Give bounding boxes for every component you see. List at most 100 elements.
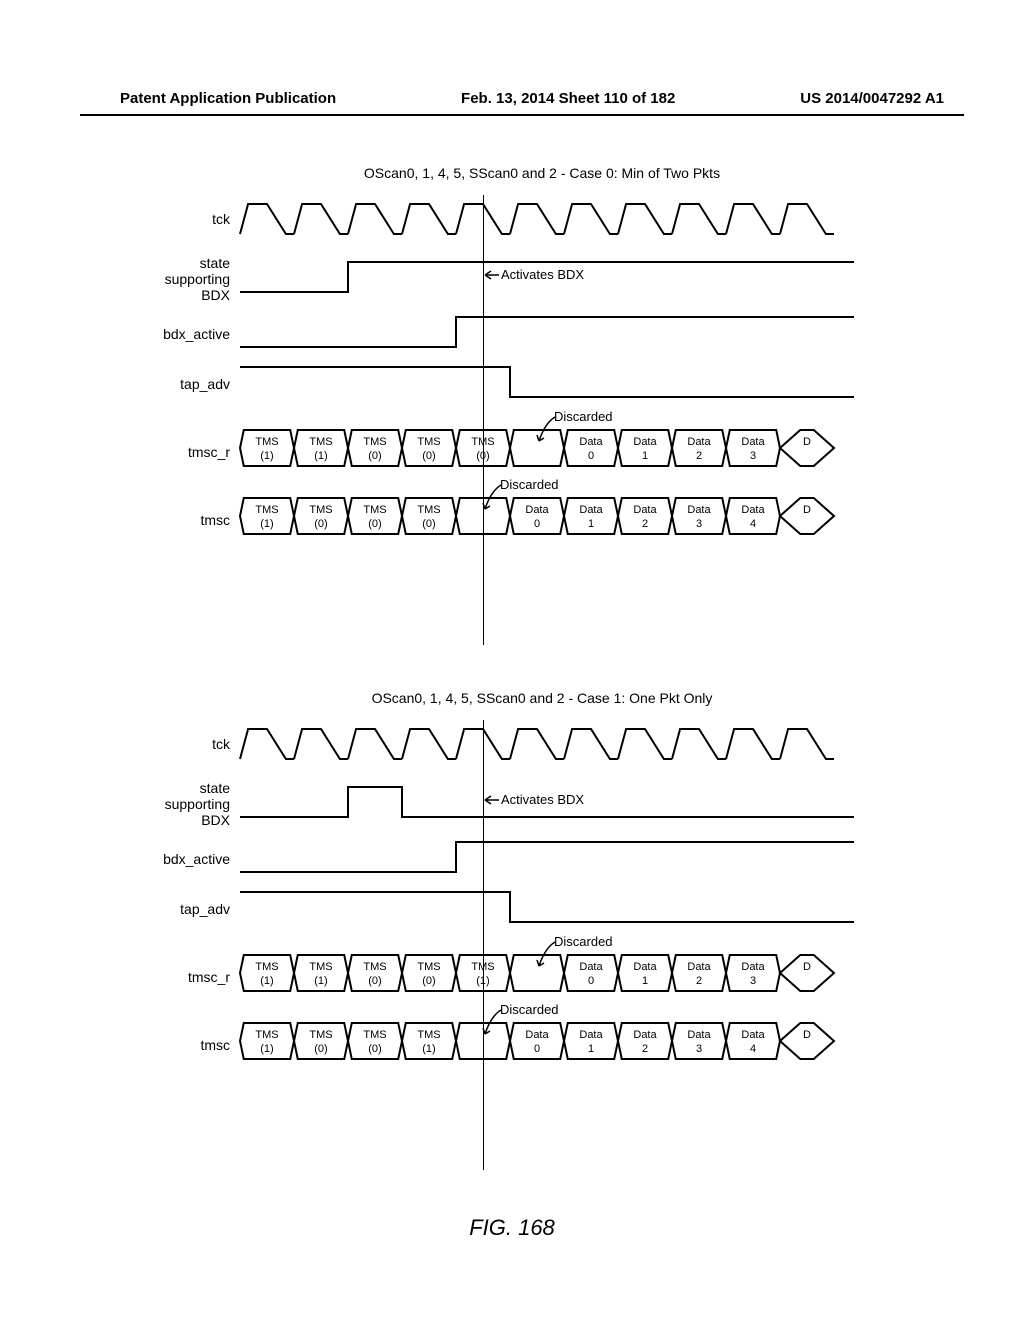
svg-text:Data: Data (633, 504, 657, 516)
svg-text:TMS: TMS (255, 436, 278, 448)
signal-label: tmsc_r (140, 969, 240, 985)
svg-text:Data: Data (687, 1029, 711, 1041)
signal-label: tap_adv (140, 376, 240, 392)
svg-text:(0): (0) (476, 450, 489, 462)
svg-text:(0): (0) (368, 518, 381, 530)
svg-text:TMS: TMS (255, 961, 278, 973)
svg-text:TMS: TMS (309, 1029, 332, 1041)
bdx-wave (240, 312, 854, 357)
svg-text:2: 2 (696, 975, 702, 987)
svg-text:(0): (0) (314, 1043, 327, 1055)
svg-text:Data: Data (633, 436, 657, 448)
svg-text:D: D (803, 1029, 811, 1041)
svg-text:1: 1 (588, 518, 594, 530)
svg-text:TMS: TMS (255, 504, 278, 516)
svg-text:TMS: TMS (363, 504, 386, 516)
packet-row: TMS(1)TMS(1)TMS(0)TMS(0)TMS(0)Data0Data1… (240, 428, 840, 470)
clock-wave (240, 724, 840, 764)
header-divider (80, 114, 964, 116)
svg-text:0: 0 (588, 975, 594, 987)
svg-text:TMS: TMS (309, 436, 332, 448)
svg-text:1: 1 (642, 450, 648, 462)
tapadv-wave (240, 887, 854, 932)
svg-text:Data: Data (579, 504, 603, 516)
header-mid: Feb. 13, 2014 Sheet 110 of 182 (461, 90, 675, 107)
svg-text:TMS: TMS (255, 1029, 278, 1041)
svg-text:(1): (1) (260, 450, 273, 462)
signal-label: state supporting BDX (140, 255, 240, 303)
svg-text:TMS: TMS (417, 436, 440, 448)
svg-text:(0): (0) (422, 518, 435, 530)
packet-row: TMS(1)TMS(0)TMS(0)TMS(1)Data0Data1Data2D… (240, 1021, 840, 1063)
svg-text:0: 0 (588, 450, 594, 462)
svg-text:TMS: TMS (363, 436, 386, 448)
timing-diagram-0: OScan0, 1, 4, 5, SScan0 and 2 - Case 0: … (140, 165, 854, 545)
bdx-wave (240, 837, 854, 882)
activates-callout: Activates BDX (501, 267, 584, 282)
activates-callout: Activates BDX (501, 792, 584, 807)
svg-text:Data: Data (633, 1029, 657, 1041)
svg-text:Data: Data (633, 961, 657, 973)
svg-text:D: D (803, 436, 811, 448)
signal-label: tmsc (140, 1037, 240, 1053)
svg-text:TMS: TMS (471, 436, 494, 448)
signal-label: tck (140, 211, 240, 227)
signal-label: tmsc (140, 512, 240, 528)
signal-label: tck (140, 736, 240, 752)
svg-text:Data: Data (741, 436, 765, 448)
svg-text:TMS: TMS (363, 1029, 386, 1041)
svg-text:Data: Data (741, 961, 765, 973)
svg-text:Data: Data (687, 436, 711, 448)
svg-text:(0): (0) (368, 975, 381, 987)
svg-text:1: 1 (642, 975, 648, 987)
svg-text:(1): (1) (260, 1043, 273, 1055)
header-left: Patent Application Publication (120, 90, 336, 107)
svg-text:3: 3 (696, 1043, 702, 1055)
tapadv-wave (240, 362, 854, 407)
svg-text:(1): (1) (260, 518, 273, 530)
svg-text:2: 2 (642, 518, 648, 530)
svg-text:D: D (803, 961, 811, 973)
svg-text:TMS: TMS (309, 961, 332, 973)
svg-text:3: 3 (750, 975, 756, 987)
svg-text:(0): (0) (314, 518, 327, 530)
svg-text:(1): (1) (314, 975, 327, 987)
packet-row: TMS(1)TMS(0)TMS(0)TMS(0)Data0Data1Data2D… (240, 496, 840, 538)
svg-text:(1): (1) (422, 1043, 435, 1055)
svg-text:(0): (0) (368, 450, 381, 462)
svg-text:Data: Data (741, 1029, 765, 1041)
svg-text:TMS: TMS (417, 961, 440, 973)
clock-wave (240, 199, 840, 239)
signal-label: tap_adv (140, 901, 240, 917)
page: Patent Application Publication Feb. 13, … (0, 0, 1024, 1320)
svg-text:(1): (1) (260, 975, 273, 987)
svg-text:Data: Data (687, 961, 711, 973)
svg-text:4: 4 (750, 1043, 756, 1055)
svg-text:Data: Data (687, 504, 711, 516)
svg-text:2: 2 (696, 450, 702, 462)
svg-text:(0): (0) (422, 450, 435, 462)
svg-text:4: 4 (750, 518, 756, 530)
svg-text:Data: Data (741, 504, 765, 516)
svg-text:0: 0 (534, 1043, 540, 1055)
svg-text:0: 0 (534, 518, 540, 530)
page-header: Patent Application Publication Feb. 13, … (0, 90, 1024, 107)
diagram-title: OScan0, 1, 4, 5, SScan0 and 2 - Case 0: … (140, 165, 854, 181)
figure-label: FIG. 168 (0, 1215, 1024, 1241)
svg-text:Data: Data (525, 504, 549, 516)
svg-text:D: D (803, 504, 811, 516)
svg-text:Data: Data (525, 1029, 549, 1041)
svg-text:Data: Data (579, 436, 603, 448)
svg-text:(1): (1) (476, 975, 489, 987)
svg-text:3: 3 (750, 450, 756, 462)
svg-text:2: 2 (642, 1043, 648, 1055)
svg-text:TMS: TMS (471, 961, 494, 973)
svg-text:(0): (0) (368, 1043, 381, 1055)
svg-text:(0): (0) (422, 975, 435, 987)
svg-text:TMS: TMS (309, 504, 332, 516)
signal-label: state supporting BDX (140, 780, 240, 828)
diagram-title: OScan0, 1, 4, 5, SScan0 and 2 - Case 1: … (140, 690, 854, 706)
signal-label: bdx_active (140, 326, 240, 342)
packet-row: TMS(1)TMS(1)TMS(0)TMS(0)TMS(1)Data0Data1… (240, 953, 840, 995)
svg-text:3: 3 (696, 518, 702, 530)
